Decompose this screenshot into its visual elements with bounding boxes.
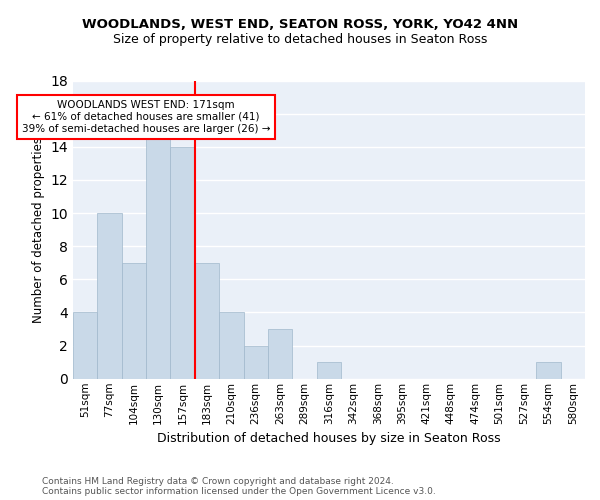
Bar — [244, 346, 268, 379]
Text: WOODLANDS WEST END: 171sqm
← 61% of detached houses are smaller (41)
39% of semi: WOODLANDS WEST END: 171sqm ← 61% of deta… — [22, 100, 270, 134]
Text: Contains HM Land Registry data © Crown copyright and database right 2024.: Contains HM Land Registry data © Crown c… — [42, 478, 394, 486]
Bar — [122, 263, 146, 379]
Bar — [317, 362, 341, 379]
Bar — [73, 312, 97, 379]
Bar — [536, 362, 560, 379]
Bar — [170, 147, 195, 379]
Text: WOODLANDS, WEST END, SEATON ROSS, YORK, YO42 4NN: WOODLANDS, WEST END, SEATON ROSS, YORK, … — [82, 18, 518, 30]
Text: Size of property relative to detached houses in Seaton Ross: Size of property relative to detached ho… — [113, 32, 487, 46]
Bar — [268, 329, 292, 379]
Y-axis label: Number of detached properties: Number of detached properties — [32, 136, 44, 322]
Bar — [195, 263, 219, 379]
Bar — [146, 130, 170, 379]
Text: Contains public sector information licensed under the Open Government Licence v3: Contains public sector information licen… — [42, 488, 436, 496]
Bar — [219, 312, 244, 379]
X-axis label: Distribution of detached houses by size in Seaton Ross: Distribution of detached houses by size … — [157, 432, 501, 445]
Bar — [97, 213, 122, 379]
